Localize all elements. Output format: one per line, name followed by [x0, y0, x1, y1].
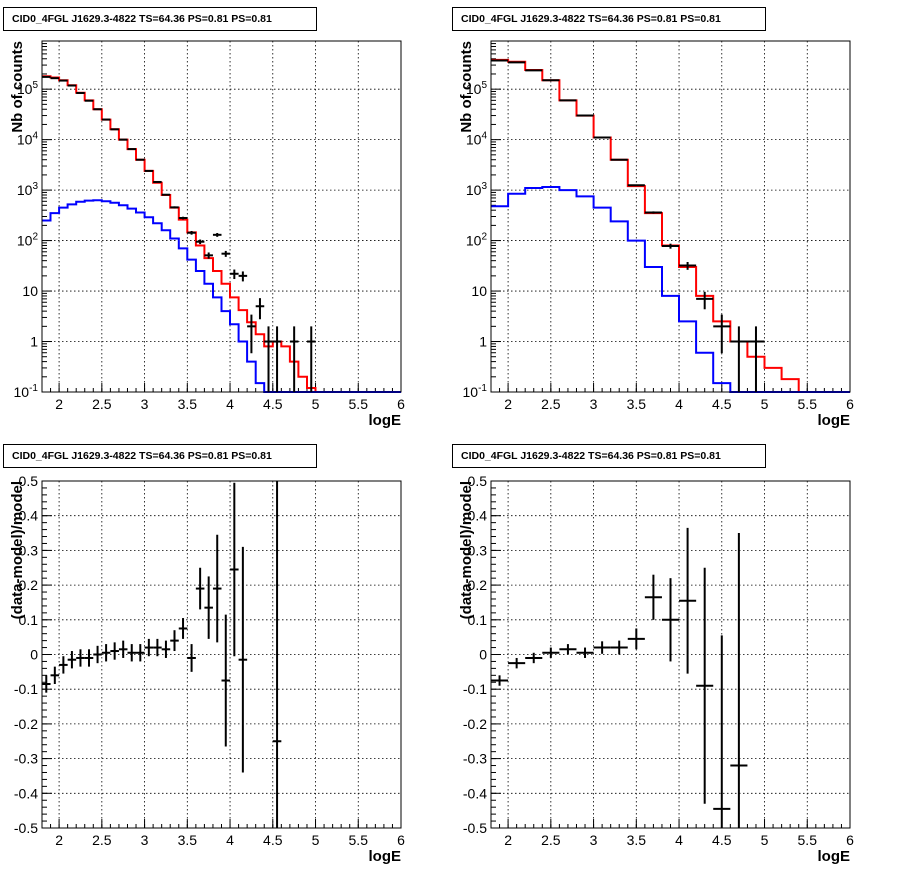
y-tick-label: 105 — [466, 80, 488, 97]
x-tick-label: 3.5 — [627, 396, 647, 412]
y-tick-label: -0.3 — [14, 751, 38, 767]
y-tick-label: 0.3 — [19, 542, 39, 558]
y-tick-label: 0.4 — [468, 508, 488, 524]
x-tick-label: 3.5 — [627, 832, 647, 848]
y-tick-label: 102 — [466, 232, 488, 249]
x-tick-label: 5.5 — [798, 832, 818, 848]
y-tick-label: 103 — [17, 181, 39, 198]
panel-4: 2 2.5 3 3.5 4 4.5 5 5.5 6 -0.5 -0.4 -0.3 -0.2 -0.1 0 0.… — [458, 473, 854, 865]
x-tick-label: 4.5 — [712, 832, 732, 848]
x-tick-label: 2 — [504, 396, 512, 412]
x-tick-label: 6 — [846, 396, 854, 412]
y-tick-label: 10 — [471, 283, 487, 299]
x-tick-label: 6 — [397, 832, 405, 848]
y-tick-label: 10-1 — [463, 383, 488, 400]
x-axis-label: logE — [818, 848, 851, 865]
y-axis-label: Nb of counts — [9, 41, 26, 133]
x-tick-label: 4.5 — [263, 832, 283, 848]
x-tick-label: 5 — [312, 396, 320, 412]
x-axis-label: logE — [369, 848, 402, 865]
y-tick-label: -0.4 — [14, 785, 38, 801]
panel-3-title: CID0_4FGL J1629.3-4822 TS=64.36 PS=0.81 … — [3, 444, 317, 468]
y-tick-label: 0.5 — [468, 473, 488, 489]
x-tick-label: 3 — [141, 832, 149, 848]
y-tick-label: 1 — [479, 334, 487, 350]
y-tick-label: 0 — [30, 647, 38, 663]
y-tick-label: -0.4 — [463, 785, 487, 801]
x-tick-label: 5 — [761, 832, 769, 848]
y-tick-label: 0.1 — [468, 612, 488, 628]
plot-frame — [490, 40, 851, 393]
x-tick-label: 6 — [397, 396, 405, 412]
x-tick-label: 5.5 — [349, 832, 369, 848]
x-tick-label: 2 — [55, 832, 63, 848]
x-tick-label: 4 — [226, 396, 234, 412]
y-tick-label: 0.4 — [19, 508, 39, 524]
y-tick-label: 102 — [17, 232, 39, 249]
x-tick-label: 5 — [761, 396, 769, 412]
y-tick-label: -0.1 — [14, 681, 38, 697]
x-tick-label: 4 — [675, 832, 683, 848]
x-tick-label: 2.5 — [92, 832, 112, 848]
x-tick-label: 3 — [590, 832, 598, 848]
y-tick-label: 103 — [466, 181, 488, 198]
x-tick-label: 2.5 — [541, 396, 561, 412]
y-axis-label: Nb of counts — [458, 41, 475, 133]
y-tick-label: 0 — [479, 647, 487, 663]
y-tick-label: 0.2 — [468, 577, 488, 593]
x-tick-label: 3.5 — [178, 832, 198, 848]
panel-1: 2 2.5 3 3.5 4 4.5 5 5.5 6 10-1 1 10 102 103 104 105 logE… — [9, 40, 405, 429]
y-tick-label: -0.2 — [463, 716, 487, 732]
x-tick-label: 2 — [55, 396, 63, 412]
model-source-histogram — [491, 186, 850, 393]
x-tick-label: 4 — [675, 396, 683, 412]
x-tick-label: 3 — [141, 396, 149, 412]
x-tick-label: 5 — [312, 832, 320, 848]
x-tick-label: 5.5 — [798, 396, 818, 412]
plot-frame — [490, 480, 851, 829]
y-tick-label: -0.3 — [463, 751, 487, 767]
y-tick-label: 104 — [466, 131, 488, 148]
panel-1-title: CID0_4FGL J1629.3-4822 TS=64.36 PS=0.81 … — [3, 7, 317, 31]
x-tick-label: 2.5 — [92, 396, 112, 412]
x-axis-label: logE — [818, 412, 851, 429]
y-axis-label: (data-model)/model — [458, 481, 475, 619]
y-tick-label: -0.5 — [14, 820, 38, 836]
x-tick-label: 2 — [504, 832, 512, 848]
x-tick-label: 5.5 — [349, 396, 369, 412]
y-tick-label: 10-1 — [14, 383, 39, 400]
panel-4-title: CID0_4FGL J1629.3-4822 TS=64.36 PS=0.81 … — [452, 444, 766, 468]
x-tick-label: 3 — [590, 396, 598, 412]
y-tick-label: 104 — [17, 131, 39, 148]
x-tick-label: 3.5 — [178, 396, 198, 412]
y-tick-label: 10 — [22, 283, 38, 299]
y-tick-label: 0.3 — [468, 542, 488, 558]
y-tick-label: 0.1 — [19, 612, 39, 628]
y-tick-label: 0.5 — [19, 473, 39, 489]
y-tick-label: -0.1 — [463, 681, 487, 697]
y-tick-label: 105 — [17, 80, 39, 97]
x-tick-label: 4.5 — [263, 396, 283, 412]
x-axis-label: logE — [369, 412, 402, 429]
y-tick-label: -0.5 — [463, 820, 487, 836]
y-tick-label: -0.2 — [14, 716, 38, 732]
panel-2: 2 2.5 3 3.5 4 4.5 5 5.5 6 10-1 1 10 102 103 104 105 logE… — [458, 40, 854, 429]
plot-frame — [41, 480, 402, 829]
y-tick-label: 1 — [30, 334, 38, 350]
model-source-histogram — [42, 199, 401, 393]
y-axis-label: (data-model)/model — [9, 481, 26, 619]
plot-frame — [41, 40, 402, 393]
panel-3: 2 2.5 3 3.5 4 4.5 5 5.5 6 -0.5 -0.4 -0.3 -0.2 -0.1 0 0.… — [9, 473, 405, 865]
x-tick-label: 6 — [846, 832, 854, 848]
x-tick-label: 4 — [226, 832, 234, 848]
x-tick-label: 2.5 — [541, 832, 561, 848]
y-tick-label: 0.2 — [19, 577, 39, 593]
panel-2-title: CID0_4FGL J1629.3-4822 TS=64.36 PS=0.81 … — [452, 7, 766, 31]
model-total-histogram — [491, 58, 850, 393]
x-tick-label: 4.5 — [712, 396, 732, 412]
